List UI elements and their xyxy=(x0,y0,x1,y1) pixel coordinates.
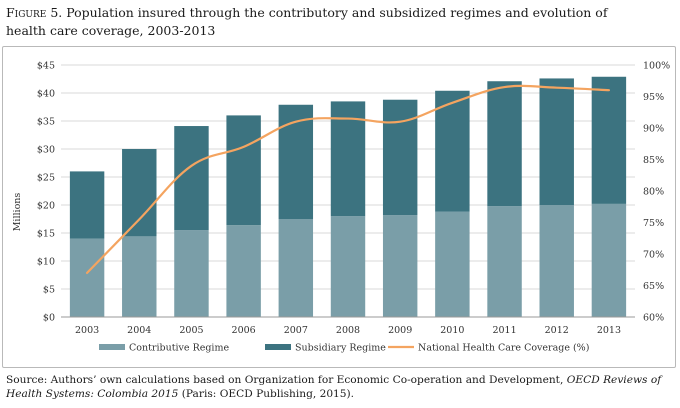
x-tick-label: 2012 xyxy=(545,325,569,336)
x-tick-label: 2011 xyxy=(492,325,516,336)
x-tick-label: 2008 xyxy=(336,325,360,336)
figure-title-text: Population insured through the contribut… xyxy=(6,5,608,38)
y2-tick-label: 85% xyxy=(643,155,664,166)
x-tick-label: 2005 xyxy=(179,325,203,336)
bar-contributive xyxy=(69,238,105,317)
bar-contributive xyxy=(539,205,574,317)
y-axis-label: Millions xyxy=(12,193,23,232)
bar-subsidiary xyxy=(278,104,314,219)
coverage-line xyxy=(85,84,611,274)
source-note: Source: Authors’ own calculations based … xyxy=(6,373,674,401)
y2-tick-label: 60% xyxy=(643,313,664,324)
y2-tick-label: 90% xyxy=(643,124,664,135)
bar-subsidiary xyxy=(591,76,627,204)
bar-contributive xyxy=(435,211,470,317)
legend-contributive-swatch xyxy=(99,344,125,350)
x-tick-label: 2010 xyxy=(440,325,464,336)
bar-contributive xyxy=(122,236,157,317)
source-title: OECD Reviews of Health Systems: Colombia… xyxy=(6,374,662,400)
y-tick-label: $35 xyxy=(37,117,55,128)
y-axis-left: $0 $5 $10 $15 $20 $25 $30 $35 $40 $45 xyxy=(37,61,55,324)
x-tick-label: 2006 xyxy=(232,325,256,336)
figure-label: Figure 5. xyxy=(6,5,63,20)
y2-tick-label: 80% xyxy=(643,187,664,198)
source-prefix: Source: Authors’ own calculations based … xyxy=(6,374,567,386)
legend-coverage-label: National Health Care Coverage (%) xyxy=(418,343,589,354)
bar-contributive xyxy=(382,215,418,317)
bars xyxy=(69,76,627,317)
y-tick-label: $15 xyxy=(37,229,55,240)
bar-contributive xyxy=(226,225,261,317)
y-tick-label: $5 xyxy=(43,285,55,296)
bar-contributive xyxy=(591,203,627,317)
x-tick-label: 2003 xyxy=(75,325,99,336)
chart-frame: $0 $5 $10 $15 $20 $25 $30 $35 $40 $45 60% 65% 70% 75… xyxy=(2,46,676,368)
bar-contributive xyxy=(278,219,314,317)
y-tick-label: $30 xyxy=(37,145,55,156)
y2-tick-label: 95% xyxy=(643,92,664,103)
y-tick-label: $10 xyxy=(37,257,55,268)
y-tick-label: $25 xyxy=(37,173,55,184)
bar-subsidiary xyxy=(69,171,105,239)
legend-subsidiary-swatch xyxy=(265,344,291,350)
bar-subsidiary xyxy=(174,126,209,231)
bar-subsidiary xyxy=(122,149,157,237)
y-tick-label: $0 xyxy=(43,313,55,324)
y-tick-label: $20 xyxy=(37,201,55,212)
bar-contributive xyxy=(330,216,366,317)
chart-title: Figure 5. Population insured through the… xyxy=(6,4,646,40)
x-axis: 2003 2004 2005 2006 2007 2008 2009 2010 2011 2012… xyxy=(61,316,635,336)
y-axis-right: 60% 65% 70% 75% 80% 85% 90% 95% 100% xyxy=(643,61,670,324)
legend: Contributive Regime Subsidiary Regime Nati… xyxy=(99,343,589,354)
bar-contributive xyxy=(174,230,209,317)
bar-subsidiary xyxy=(487,81,522,207)
x-tick-label: 2004 xyxy=(127,325,151,336)
bar-contributive xyxy=(487,206,522,317)
bar-subsidiary xyxy=(382,99,418,216)
bar-subsidiary xyxy=(539,78,574,205)
y2-tick-label: 75% xyxy=(643,218,664,229)
source-suffix: (Paris: OECD Publishing, 2015). xyxy=(178,388,355,400)
bar-subsidiary xyxy=(435,90,470,212)
x-tick-label: 2009 xyxy=(388,325,412,336)
legend-contributive-label: Contributive Regime xyxy=(129,343,229,354)
chart: $0 $5 $10 $15 $20 $25 $30 $35 $40 $45 60% 65% 70% 75… xyxy=(12,61,670,354)
x-tick-label: 2013 xyxy=(597,325,621,336)
bar-subsidiary xyxy=(330,101,366,217)
coverage-line-group xyxy=(85,84,611,274)
y-tick-label: $40 xyxy=(37,89,55,100)
y2-tick-label: 100% xyxy=(643,61,670,72)
y2-tick-label: 65% xyxy=(643,281,664,292)
bar-subsidiary xyxy=(226,115,261,226)
legend-subsidiary-label: Subsidiary Regime xyxy=(295,343,386,354)
y2-tick-label: 70% xyxy=(643,250,664,261)
x-tick-label: 2007 xyxy=(284,325,308,336)
y-tick-label: $45 xyxy=(37,61,55,72)
